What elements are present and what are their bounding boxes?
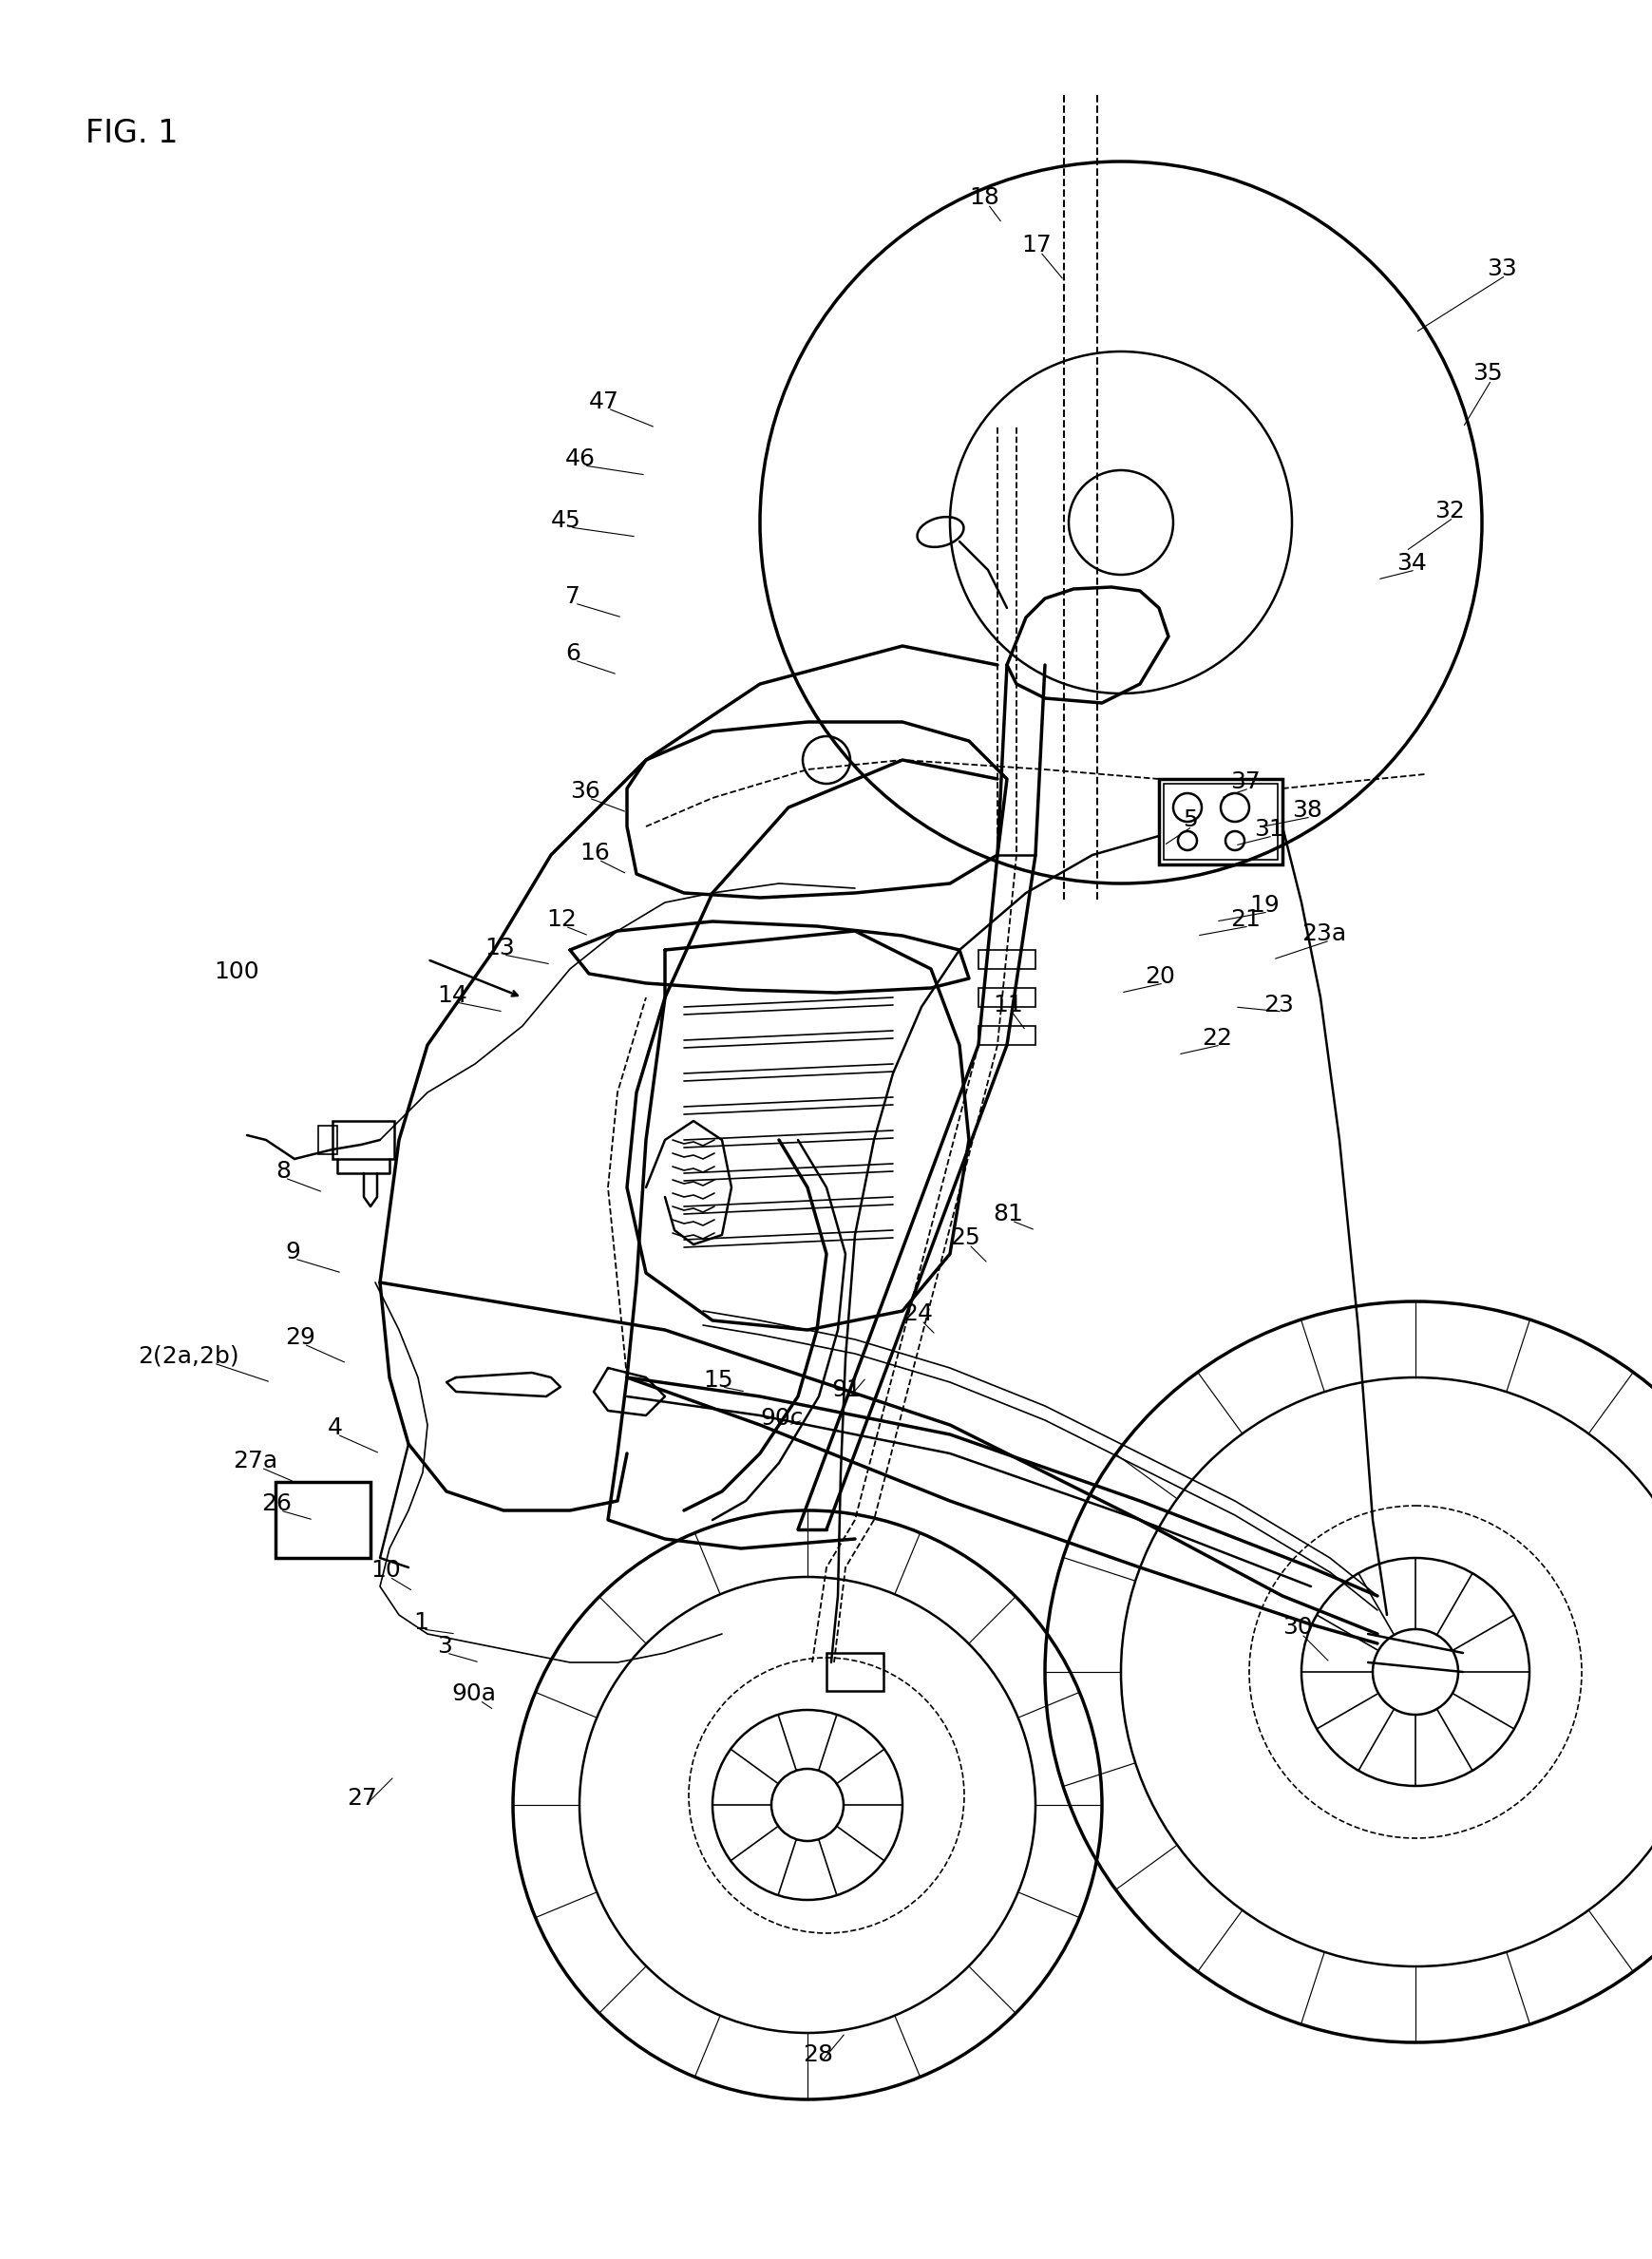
- Text: 2(2a,2b): 2(2a,2b): [137, 1344, 240, 1369]
- Text: FIG. 1: FIG. 1: [86, 117, 178, 149]
- Text: 9: 9: [284, 1240, 301, 1263]
- Text: 17: 17: [1021, 233, 1051, 258]
- Text: 81: 81: [993, 1202, 1023, 1224]
- Text: 31: 31: [1254, 818, 1284, 840]
- Text: 45: 45: [550, 508, 582, 531]
- Text: 26: 26: [261, 1493, 291, 1516]
- Text: 90c: 90c: [760, 1407, 803, 1430]
- Text: 22: 22: [1201, 1028, 1231, 1050]
- Text: 35: 35: [1472, 361, 1502, 384]
- Text: 100: 100: [213, 960, 259, 983]
- Text: 24: 24: [902, 1303, 932, 1326]
- Text: 13: 13: [484, 937, 514, 960]
- Text: 18: 18: [968, 185, 999, 210]
- Text: 90a: 90a: [451, 1683, 496, 1706]
- Text: 1: 1: [413, 1611, 428, 1633]
- Text: 5: 5: [1183, 809, 1198, 831]
- Text: 11: 11: [993, 994, 1023, 1017]
- Text: 29: 29: [284, 1326, 316, 1349]
- Text: 30: 30: [1282, 1615, 1312, 1638]
- Text: 27: 27: [347, 1787, 377, 1809]
- Text: 38: 38: [1292, 800, 1322, 822]
- Text: 21: 21: [1229, 908, 1260, 931]
- Text: 14: 14: [436, 985, 468, 1008]
- Text: 12: 12: [545, 908, 577, 931]
- Bar: [978, 1026, 1034, 1046]
- Bar: [276, 1482, 370, 1559]
- Bar: [1163, 784, 1277, 861]
- Text: 16: 16: [580, 843, 610, 865]
- Text: 36: 36: [570, 779, 600, 802]
- Text: 27a: 27a: [233, 1450, 278, 1473]
- Text: 15: 15: [702, 1369, 732, 1392]
- Text: 23: 23: [1262, 994, 1294, 1017]
- Bar: [978, 987, 1034, 1008]
- Text: 4: 4: [327, 1416, 342, 1439]
- Bar: [1158, 779, 1282, 865]
- Bar: [332, 1120, 395, 1159]
- Text: 33: 33: [1485, 258, 1517, 280]
- Text: 3: 3: [436, 1636, 451, 1658]
- Text: 23a: 23a: [1300, 922, 1345, 944]
- Bar: [826, 1654, 882, 1692]
- Text: 32: 32: [1434, 499, 1464, 522]
- Text: 91: 91: [831, 1378, 861, 1401]
- Text: 19: 19: [1249, 895, 1279, 917]
- Text: 37: 37: [1229, 770, 1259, 793]
- Text: 46: 46: [565, 447, 595, 470]
- Text: 25: 25: [950, 1227, 980, 1249]
- Text: 34: 34: [1396, 551, 1426, 574]
- Bar: [319, 1125, 337, 1154]
- Text: 28: 28: [803, 2044, 833, 2067]
- Text: 8: 8: [276, 1159, 291, 1184]
- Text: 47: 47: [588, 391, 620, 413]
- Bar: [978, 951, 1034, 969]
- Text: 10: 10: [370, 1559, 400, 1581]
- Text: 20: 20: [1145, 965, 1175, 987]
- Text: 6: 6: [565, 642, 580, 664]
- Text: 7: 7: [565, 585, 580, 608]
